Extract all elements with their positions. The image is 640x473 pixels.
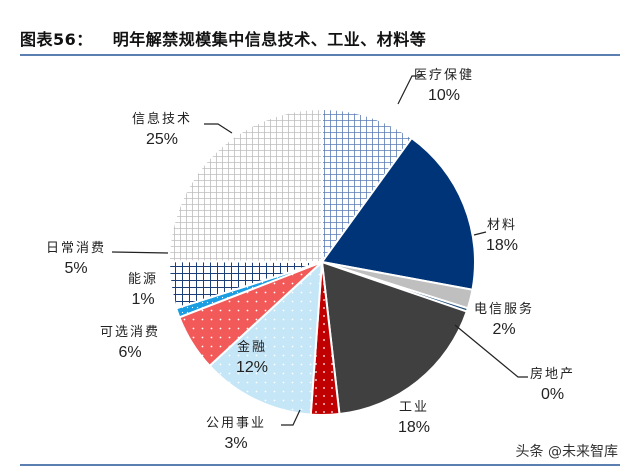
leader-materials (473, 231, 487, 236)
label-consumer-staples: 日常消费 5% (46, 241, 107, 277)
label-financials: 金融 12% (236, 340, 269, 376)
pie-slice-材料 (320, 136, 476, 291)
watermark: 头条 @未来智库 (515, 444, 618, 460)
label-information-technology: 信息技术 25% (132, 112, 193, 148)
figure-title-text: 明年解禁规模集中信息技术、工业、材料等 (112, 30, 427, 49)
pie-slice-信息技术 (167, 107, 323, 264)
pie-slice-医疗保健 (321, 107, 414, 266)
label-energy: 能源 1% (128, 272, 159, 308)
label-telecom: 电信服务 2% (474, 302, 535, 338)
bottom-divider (20, 464, 620, 466)
label-healthcare: 医疗保健 10% (414, 68, 475, 104)
leader-it (204, 123, 233, 134)
title-divider (20, 54, 620, 56)
pie-slice-金融 (208, 259, 324, 416)
label-realestate: 房地产 0% (530, 367, 576, 403)
figure-title: 图表56： 明年解禁规模集中信息技术、工业、材料等 (20, 26, 426, 50)
leader-realestate (454, 324, 528, 378)
leader-consumer-staples (111, 251, 169, 254)
pie-slice-工业 (320, 260, 469, 416)
pie-slices (167, 107, 476, 416)
label-industrials: 工业 18% (398, 400, 431, 436)
label-utilities: 公用事业 3% (206, 416, 267, 452)
figure-label: 图表56： (20, 30, 93, 49)
leader-lines (111, 75, 528, 426)
label-materials: 材料 18% (486, 218, 519, 254)
leader-healthcare (397, 75, 423, 105)
label-consumer-discretionary: 可选消费 6% (100, 325, 161, 361)
leader-utilities (281, 409, 301, 426)
